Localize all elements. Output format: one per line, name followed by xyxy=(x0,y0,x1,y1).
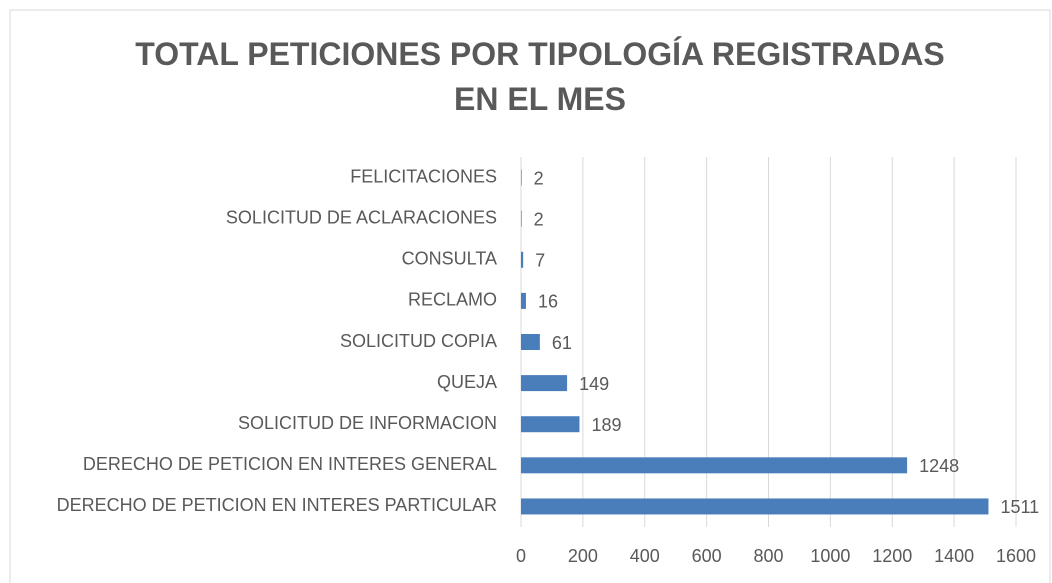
x-tick-label: 1200 xyxy=(872,546,912,566)
bar xyxy=(521,375,568,392)
y-tick-label: SOLICITUD DE INFORMACION xyxy=(238,413,497,433)
chart-title: TOTAL PETICIONES POR TIPOLOGÍA REGISTRAD… xyxy=(135,36,945,117)
x-tick-label: 200 xyxy=(568,546,598,566)
bar xyxy=(521,457,908,474)
data-label: 189 xyxy=(591,415,621,435)
y-tick-label: DERECHO DE PETICION EN INTERES GENERAL xyxy=(83,454,497,474)
x-tick-label: 800 xyxy=(753,546,783,566)
data-label: 1248 xyxy=(919,456,959,476)
chart-border xyxy=(9,9,1051,583)
data-label: 1511 xyxy=(1000,497,1039,517)
bar xyxy=(521,251,524,268)
x-tick-label: 1600 xyxy=(996,546,1036,566)
bar xyxy=(521,210,522,227)
x-tick-label: 400 xyxy=(630,546,660,566)
data-label: 2 xyxy=(534,209,544,229)
data-label: 149 xyxy=(579,374,609,394)
x-tick-label: 0 xyxy=(516,546,526,566)
x-tick-label: 1000 xyxy=(810,546,850,566)
y-tick-label: DERECHO DE PETICION EN INTERES PARTICULA… xyxy=(57,495,497,515)
x-tick-label: 600 xyxy=(692,546,722,566)
bar xyxy=(521,498,989,515)
data-label: 61 xyxy=(552,333,572,353)
data-label: 2 xyxy=(534,168,544,188)
bar xyxy=(521,416,580,433)
x-tick-label: 1400 xyxy=(934,546,974,566)
bar xyxy=(521,169,522,186)
data-label: 16 xyxy=(538,292,558,312)
data-label: 7 xyxy=(535,251,545,271)
y-tick-label: SOLICITUD COPIA xyxy=(340,331,497,351)
y-tick-label: CONSULTA xyxy=(402,249,497,269)
bar xyxy=(521,334,540,350)
y-tick-label: QUEJA xyxy=(437,372,497,392)
y-tick-label: FELICITACIONES xyxy=(350,166,497,186)
y-tick-label: SOLICITUD DE ACLARACIONES xyxy=(226,207,497,227)
y-tick-label: RECLAMO xyxy=(408,290,497,310)
bar xyxy=(521,292,526,309)
